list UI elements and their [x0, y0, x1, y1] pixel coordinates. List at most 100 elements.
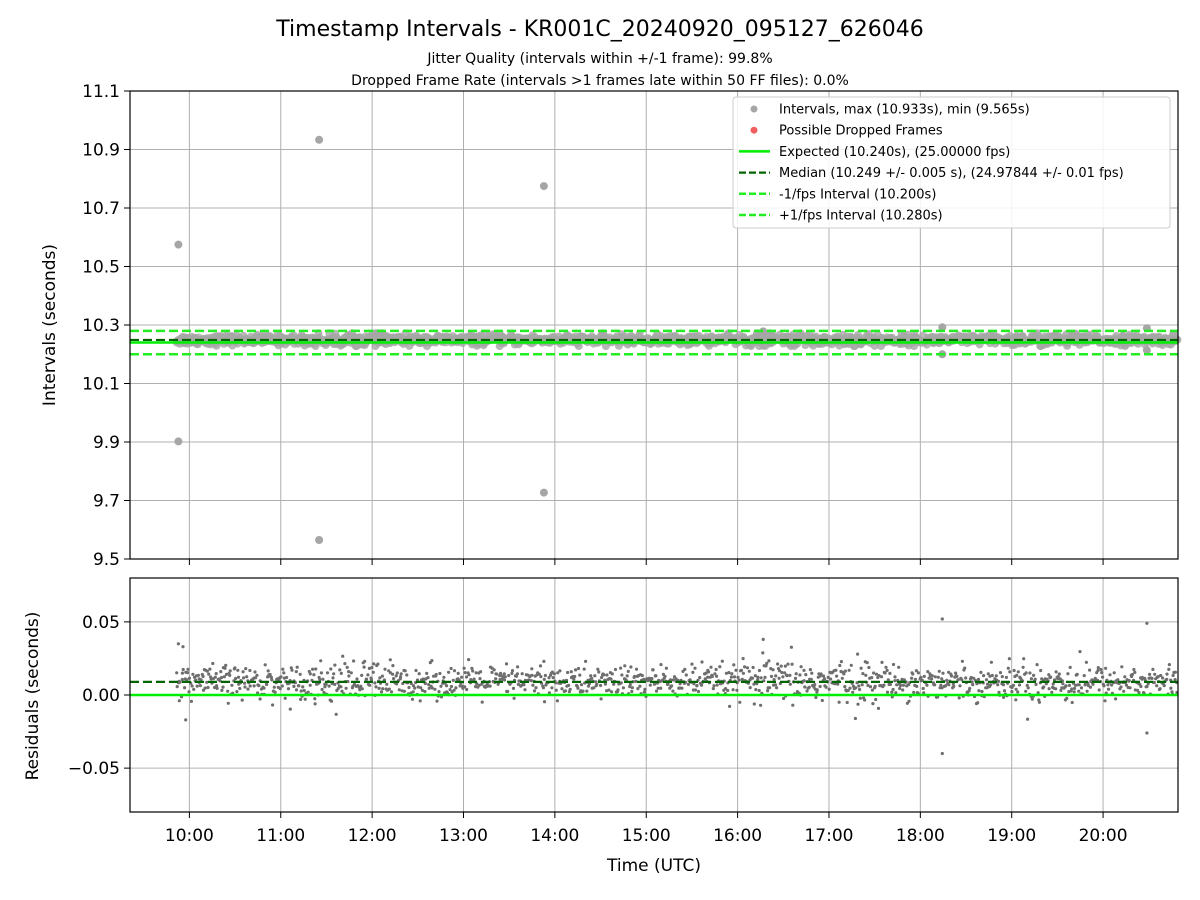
data-point: [638, 684, 642, 688]
data-point: [186, 667, 190, 671]
data-point: [1035, 663, 1039, 667]
data-point: [1025, 683, 1029, 688]
data-point: [709, 665, 713, 669]
data-point: [314, 667, 318, 671]
data-point: [336, 687, 340, 691]
data-point: [407, 685, 411, 690]
data-point: [438, 671, 442, 676]
data-point: [427, 686, 431, 690]
data-point: [435, 699, 439, 703]
data-point: [273, 690, 277, 694]
data-point: [322, 690, 326, 695]
data-point: [279, 675, 283, 679]
data-point: [1030, 697, 1034, 701]
data-point: [748, 686, 752, 690]
data-point: [289, 666, 293, 670]
data-point: [883, 671, 887, 675]
data-point: [228, 673, 232, 678]
data-point: [531, 683, 535, 687]
y-tick-label: 0.00: [82, 686, 120, 706]
data-point: [1058, 677, 1062, 681]
data-point: [477, 683, 481, 687]
data-point: [1082, 674, 1086, 678]
outlier-point: [938, 323, 947, 332]
data-point: [833, 682, 837, 686]
data-point: [1162, 684, 1166, 688]
data-point: [700, 660, 704, 664]
data-point: [343, 662, 347, 666]
data-point: [389, 690, 394, 694]
data-point: [403, 669, 407, 673]
data-point: [327, 684, 331, 688]
data-point: [1122, 689, 1126, 693]
data-point: [847, 668, 851, 672]
data-point: [319, 671, 323, 675]
data-point: [294, 670, 298, 674]
data-point: [989, 660, 994, 664]
data-point: [1151, 667, 1155, 672]
data-point: [790, 662, 794, 666]
legend-label: Expected (10.240s), (25.00000 fps): [779, 145, 1010, 160]
data-point: [262, 686, 266, 690]
data-point: [333, 682, 337, 687]
data-point: [727, 671, 731, 675]
intervals-panel: 9.5 9.7 9.9 10.1 10.3 10.5 10.7 10.9 11.1: [82, 82, 1182, 570]
data-point: [1165, 672, 1169, 676]
data-point: [663, 674, 667, 678]
data-point: [510, 669, 515, 673]
data-point: [793, 676, 798, 681]
data-point: [582, 667, 586, 671]
data-point: [579, 683, 584, 687]
data-point: [265, 682, 269, 687]
data-point: [420, 688, 424, 693]
data-point: [472, 677, 476, 681]
data-point: [368, 683, 372, 687]
data-point: [294, 688, 299, 692]
data-point: [286, 687, 291, 691]
data-point: [871, 702, 875, 706]
data-point: [805, 689, 809, 693]
data-point: [359, 684, 363, 689]
data-point: [234, 676, 238, 681]
data-point: [185, 671, 190, 675]
data-point: [288, 707, 292, 711]
legend-label: Possible Dropped Frames: [779, 124, 943, 139]
data-point: [980, 689, 984, 694]
data-point: [714, 667, 718, 672]
data-point: [619, 681, 623, 685]
data-point: [469, 678, 473, 682]
data-point: [1066, 672, 1070, 676]
data-point: [930, 677, 934, 681]
data-point: [452, 669, 457, 673]
data-point: [488, 684, 492, 688]
data-point: [713, 672, 717, 676]
x-tick-label: 18:00: [896, 826, 945, 846]
data-point: [884, 665, 888, 669]
data-point: [339, 671, 343, 676]
data-point: [574, 668, 578, 672]
data-point: [780, 670, 784, 675]
data-point: [1068, 665, 1072, 670]
data-point: [625, 674, 629, 678]
data-point: [211, 661, 215, 666]
data-point: [230, 683, 234, 687]
outlier-point: [1145, 621, 1149, 625]
data-point: [594, 680, 598, 684]
data-point: [1101, 675, 1105, 679]
data-point: [278, 687, 282, 691]
data-point: [313, 702, 317, 706]
data-point: [977, 689, 981, 693]
data-point: [560, 687, 564, 691]
data-point: [851, 684, 856, 688]
data-point: [1004, 675, 1009, 680]
data-point: [192, 687, 196, 692]
data-point: [804, 673, 808, 677]
y-tick-label: 11.1: [82, 82, 120, 102]
data-point: [743, 665, 747, 669]
data-point: [215, 686, 219, 691]
data-point: [933, 675, 937, 679]
legend-label: +1/fps Interval (10.280s): [779, 209, 943, 224]
data-point: [967, 689, 971, 693]
data-point: [590, 676, 594, 680]
